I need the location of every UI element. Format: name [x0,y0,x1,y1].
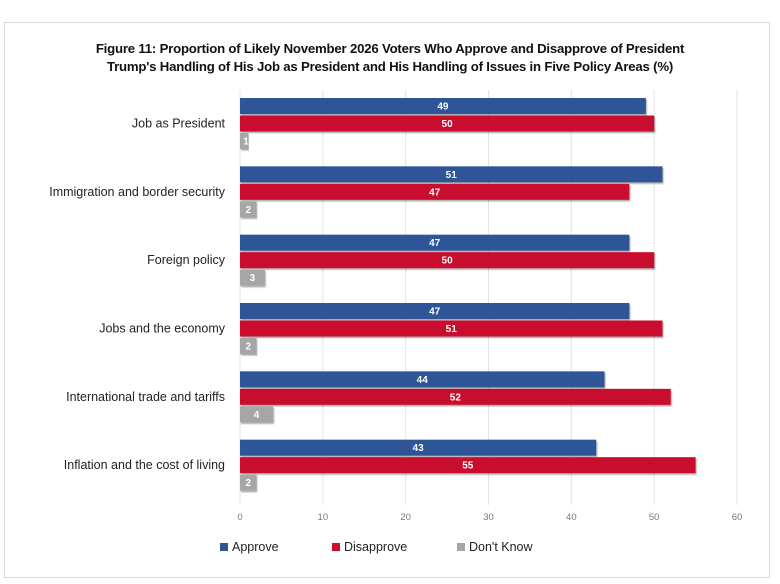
bar-don-t-know [240,133,249,149]
bar-disapprove [240,320,663,337]
legend-item: Disapprove [332,540,457,554]
chart-title-line-2: Trump's Handling of His Job as President… [106,59,674,74]
data-label: 3 [250,273,256,284]
legend-label: Disapprove [344,540,408,554]
bar-approve [240,371,605,388]
x-tick-label: 40 [566,512,577,523]
bar-don-t-know [240,338,257,354]
category-label: Inflation and the cost of living [64,458,225,472]
bar-disapprove [240,388,671,405]
category-label: Foreign policy [147,253,226,267]
data-label: 4 [254,410,260,421]
bar-approve [240,303,630,319]
legend-label: Approve [232,540,279,554]
bar-disapprove [240,183,630,200]
bar-approve [240,98,646,114]
bar-approve [240,234,630,251]
bar-disapprove [240,252,655,269]
bar-approve [240,439,597,456]
data-label: 43 [413,443,425,454]
x-tick-label: 50 [649,512,660,523]
data-label: 2 [246,478,252,489]
data-label: 55 [462,461,474,472]
legend-swatch [220,543,228,551]
x-tick-label: 30 [483,512,494,523]
data-label: 47 [429,307,441,318]
data-label: 50 [442,119,454,130]
bar-don-t-know [240,406,274,423]
data-label: 51 [446,170,458,181]
bar-disapprove [240,115,655,132]
data-label: 47 [429,238,441,249]
bar-don-t-know [240,269,265,286]
legend-swatch [457,543,465,551]
bar-don-t-know [240,474,257,491]
legend-label: Don't Know [469,540,533,554]
x-tick-label: 60 [732,512,743,523]
category-label: Jobs and the economy [99,322,226,336]
chart-frame [4,22,770,578]
x-tick-label: 0 [237,512,242,523]
category-label: International trade and tariffs [66,390,225,404]
bar-disapprove [240,457,696,474]
data-label: 52 [450,392,462,403]
bar-approve [240,166,663,183]
data-label: 44 [417,375,429,386]
legend-swatch [332,543,340,551]
x-tick-label: 10 [318,512,329,523]
data-label: 49 [437,102,449,113]
legend-item: Don't Know [457,540,597,554]
bar-don-t-know [240,201,257,218]
category-label: Job as President [132,117,226,131]
chart-title-line-1: Figure 11: Proportion of Likely November… [95,41,685,56]
chart-legend: Approve Disapprove Don't Know [220,540,597,554]
x-tick-label: 20 [400,512,411,523]
data-label: 1 [243,137,249,148]
data-label: 2 [246,205,252,216]
legend-item: Approve [220,540,332,554]
data-label: 50 [442,256,454,267]
chart-title: Figure 11: Proportion of Likely November… [0,40,780,76]
category-label: Immigration and border security [49,185,226,199]
data-label: 47 [429,187,441,198]
data-label: 51 [446,324,458,335]
data-label: 2 [246,342,252,353]
